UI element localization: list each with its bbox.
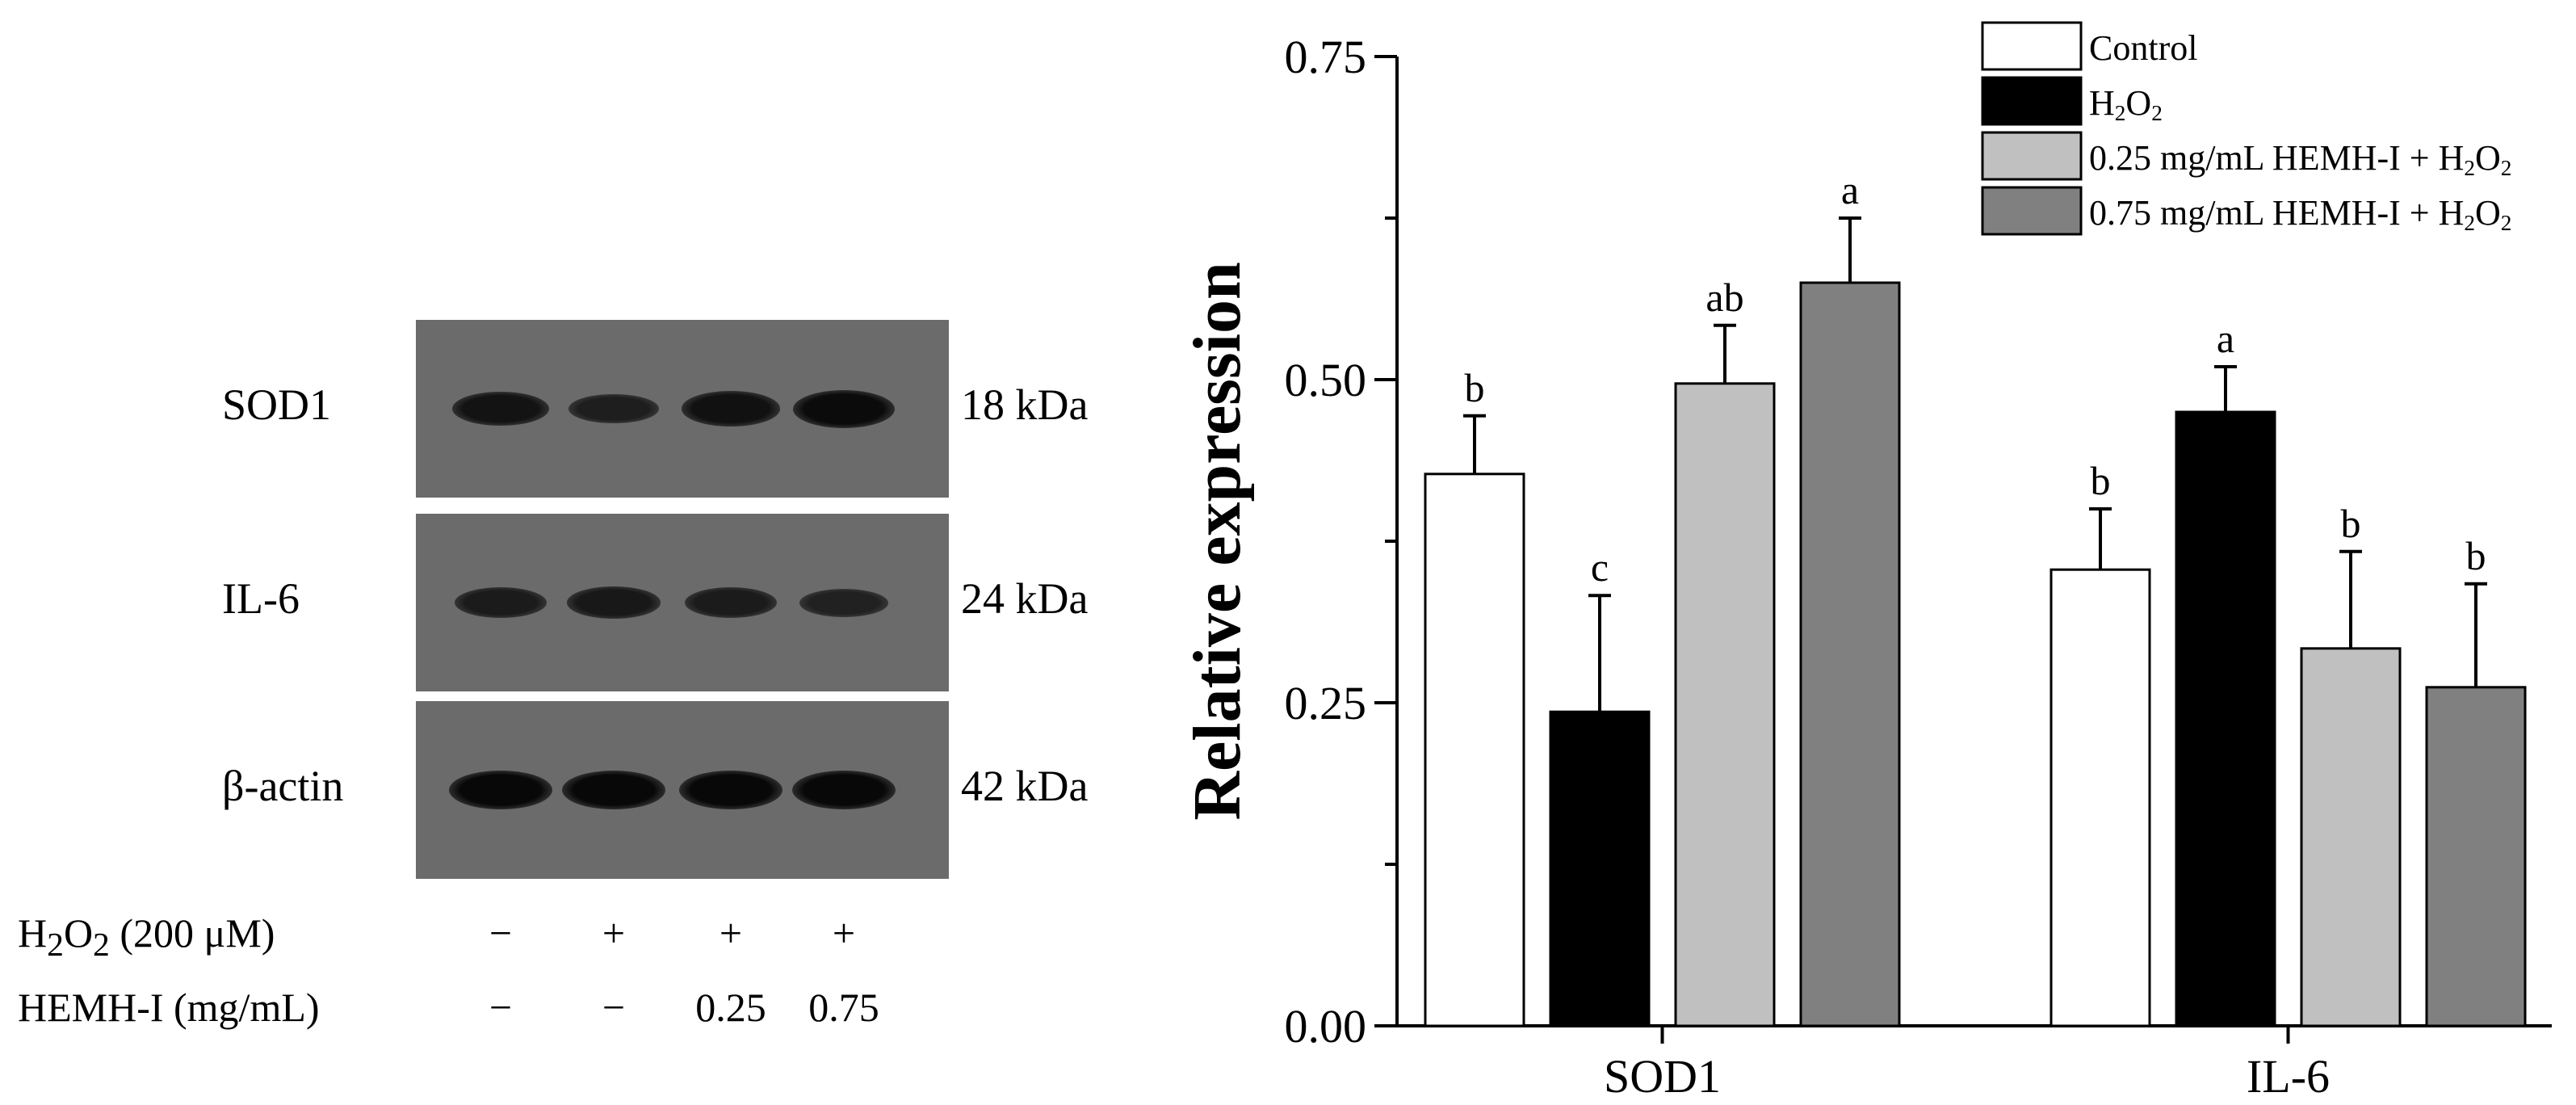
legend-swatch — [1981, 76, 2083, 126]
molecular-weight-label: 42 kDa — [961, 762, 1089, 810]
legend-label: H2O2 — [2089, 83, 2163, 125]
protein-band — [567, 586, 661, 619]
blot-strip — [416, 320, 949, 498]
protein-band — [793, 389, 895, 428]
x-tick-label: IL-6 — [2247, 1050, 2330, 1103]
significance-letter: c — [1591, 544, 1609, 590]
y-tick-label: 0.50 — [1285, 354, 1367, 406]
significance-letter: b — [2341, 501, 2361, 546]
protein-band — [562, 770, 665, 810]
significance-letter: b — [2466, 533, 2486, 578]
protein-band — [679, 770, 782, 810]
molecular-weight-label: 24 kDa — [961, 574, 1089, 623]
protein-band — [449, 770, 552, 810]
molecular-weight-label: 18 kDa — [961, 380, 1089, 429]
blot-strip — [416, 701, 949, 879]
legend-swatch — [1981, 21, 2083, 71]
y-tick-label: 0.25 — [1285, 677, 1367, 729]
blot-strip — [416, 514, 949, 691]
legend-label: 0.25 mg/mL HEMH-I + H2O2 — [2089, 138, 2511, 180]
protein-band — [455, 587, 547, 618]
protein-band — [685, 587, 777, 618]
significance-letter: a — [2217, 316, 2234, 361]
legend-swatch — [1981, 186, 2083, 236]
band-label-sod1: SOD1 — [222, 380, 332, 429]
protein-band — [799, 588, 888, 617]
condition-value: − — [489, 910, 513, 956]
significance-letter: b — [2091, 458, 2111, 503]
bar — [1424, 473, 1525, 1027]
bar — [2049, 568, 2151, 1027]
legend-swatch — [1981, 131, 2083, 181]
y-tick-label: 0.75 — [1285, 31, 1367, 83]
condition-value: + — [602, 910, 626, 956]
significance-letter: a — [1841, 167, 1859, 212]
significance-letter: ab — [1705, 275, 1743, 320]
y-axis-label: Relative expression — [1180, 262, 1255, 820]
bar — [1799, 281, 1901, 1027]
bar — [2425, 686, 2527, 1027]
y-tick-label: 0.00 — [1285, 1000, 1367, 1052]
bar — [1674, 382, 1776, 1027]
condition-value: − — [602, 985, 626, 1030]
significance-letter: b — [1465, 365, 1485, 410]
bar — [2175, 410, 2276, 1027]
condition-value: + — [719, 910, 743, 956]
condition-value: + — [832, 910, 856, 956]
protein-band — [682, 391, 780, 426]
protein-band — [568, 393, 659, 424]
legend-label: 0.75 mg/mL HEMH-I + H2O2 — [2089, 193, 2511, 235]
western-blot-panel: SOD1 18 kDa IL-6 24 kDa β-actin 42 kDa H2O2 (… — [0, 0, 1179, 1105]
condition-label: HEMH-I (mg/mL) — [18, 985, 320, 1030]
x-tick-label: SOD1 — [1604, 1050, 1721, 1103]
band-label--actin: β-actin — [222, 762, 344, 810]
protein-band — [452, 391, 549, 426]
condition-label: H2O2 (200 μM) — [18, 910, 275, 964]
condition-value: 0.75 — [808, 985, 879, 1030]
condition-value: 0.25 — [695, 985, 766, 1030]
protein-band — [792, 770, 896, 810]
legend-label: Control — [2089, 28, 2197, 68]
bar — [1549, 710, 1651, 1027]
band-label-il-6: IL-6 — [222, 574, 300, 623]
bar — [2300, 647, 2402, 1027]
condition-value: − — [489, 985, 513, 1030]
